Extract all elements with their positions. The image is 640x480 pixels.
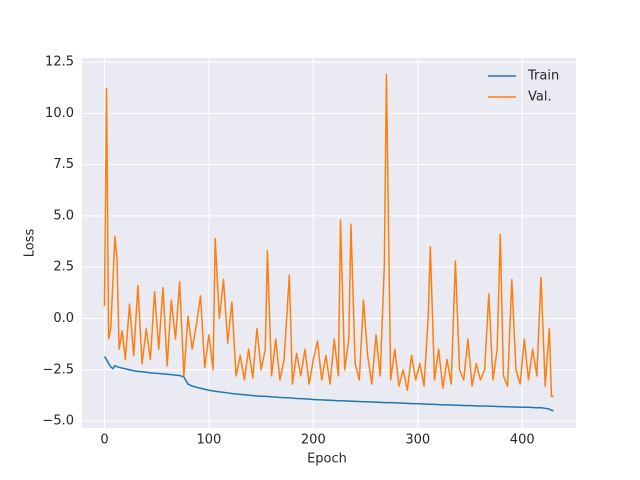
y-tick-label: 2.5 [53, 260, 74, 275]
y-tick-label: 10.0 [45, 106, 74, 121]
x-tick-label: 100 [196, 433, 221, 448]
x-tick-label: 0 [100, 433, 108, 448]
y-tick-label: −2.5 [42, 362, 74, 377]
y-tick-label: 7.5 [53, 157, 74, 172]
plot-area [82, 58, 576, 428]
series-line [103, 73, 554, 398]
x-tick-label: 300 [405, 433, 430, 448]
x-axis-label: Epoch [307, 452, 347, 467]
y-tick-label: 0.0 [53, 311, 74, 326]
y-tick-label: −5.0 [42, 414, 74, 429]
y-tick-label: 5.0 [53, 208, 74, 223]
x-tick-label: 400 [510, 433, 535, 448]
legend-label: Train [527, 69, 559, 84]
y-axis-label: Loss [23, 229, 38, 258]
x-tick-label: 200 [301, 433, 326, 448]
legend-label: Val. [528, 90, 552, 105]
y-tick-label: 12.5 [45, 55, 74, 70]
series-line [103, 355, 554, 412]
